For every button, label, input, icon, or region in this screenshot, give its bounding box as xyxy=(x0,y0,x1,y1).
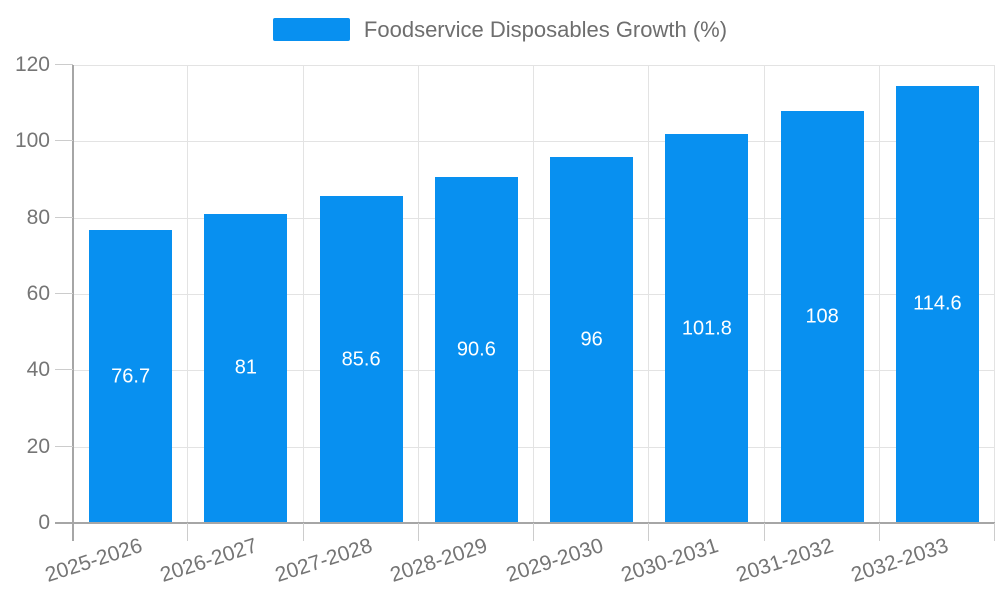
bar[interactable]: 81 xyxy=(204,213,288,523)
bar[interactable]: 76.7 xyxy=(89,230,173,523)
y-axis-tick-label: 60 xyxy=(26,282,50,305)
y-axis-line xyxy=(72,65,74,541)
bar[interactable]: 85.6 xyxy=(319,196,403,523)
x-axis-tick-label: 2032-2033 xyxy=(848,534,952,587)
gridline-horizontal xyxy=(73,446,995,448)
y-axis-tick-label: 0 xyxy=(38,511,50,534)
x-tick-mark xyxy=(648,523,650,541)
y-axis-tick-label: 100 xyxy=(14,129,50,153)
bar-value-label: 108 xyxy=(805,305,839,328)
gridline-vertical xyxy=(417,65,419,523)
gridline-vertical xyxy=(994,65,995,523)
gridline-vertical xyxy=(878,65,880,523)
x-axis-tick-label: 2031-2032 xyxy=(733,534,837,587)
bar-value-label: 81 xyxy=(234,356,257,379)
x-tick-mark xyxy=(417,523,419,541)
gridline-horizontal xyxy=(73,217,995,219)
y-tick-mark xyxy=(55,293,73,294)
bar-value-label: 114.6 xyxy=(913,292,962,315)
y-axis-tick-label: 120 xyxy=(14,53,50,76)
legend-label: Foodservice Disposables Growth (%) xyxy=(363,17,728,42)
x-tick-mark xyxy=(763,523,765,541)
legend-swatch-icon xyxy=(272,18,350,41)
gridline-horizontal xyxy=(73,294,995,295)
gridline-vertical xyxy=(302,65,304,523)
x-axis-tick-label: 2030-2031 xyxy=(618,534,721,587)
bar[interactable]: 101.8 xyxy=(665,134,749,523)
bar-value-label: 101.8 xyxy=(681,317,732,340)
x-tick-mark xyxy=(187,523,189,541)
y-tick-mark xyxy=(55,445,73,447)
y-axis-tick-label: 40 xyxy=(26,358,50,382)
bar-value-label: 85.6 xyxy=(341,348,381,371)
x-tick-mark xyxy=(878,523,880,541)
gridline-vertical xyxy=(187,65,189,523)
gridline-vertical xyxy=(763,65,765,523)
x-axis-tick-label: 2026-2027 xyxy=(157,534,260,587)
gridline-horizontal xyxy=(73,65,995,66)
x-axis-tick-label: 2025-2026 xyxy=(42,534,145,587)
x-axis-tick-label: 2028-2029 xyxy=(387,534,491,587)
bar[interactable]: 90.6 xyxy=(434,177,518,523)
bar[interactable]: 108 xyxy=(780,110,864,523)
bar[interactable]: 114.6 xyxy=(895,85,979,523)
y-axis-tick-label: 20 xyxy=(26,434,50,458)
plot-area: 76.7 81 85.6 90.6 96 101.8 108 114.6 xyxy=(73,65,995,523)
gridline-horizontal xyxy=(73,370,995,372)
bar-value-label: 90.6 xyxy=(456,338,496,361)
x-tick-mark xyxy=(302,523,304,541)
legend-item[interactable]: Foodservice Disposables Growth (%) xyxy=(0,18,1000,41)
bar-value-label: 96 xyxy=(580,328,603,351)
y-tick-mark xyxy=(55,369,73,371)
gridline-vertical xyxy=(648,65,650,523)
y-axis-tick-label: 80 xyxy=(26,205,50,229)
x-axis-tick-label: 2029-2030 xyxy=(503,534,606,587)
gridline-vertical xyxy=(533,65,534,523)
y-tick-mark xyxy=(55,64,73,65)
y-tick-mark xyxy=(55,216,73,218)
x-axis-tick-label: 2027-2028 xyxy=(272,534,376,587)
bar[interactable]: 96 xyxy=(550,156,634,523)
x-tick-mark xyxy=(994,523,995,541)
bar-value-label: 76.7 xyxy=(111,365,151,388)
y-tick-mark xyxy=(55,140,73,142)
x-axis-line xyxy=(55,522,995,524)
x-tick-mark xyxy=(533,523,534,541)
gridline-horizontal xyxy=(73,141,995,143)
